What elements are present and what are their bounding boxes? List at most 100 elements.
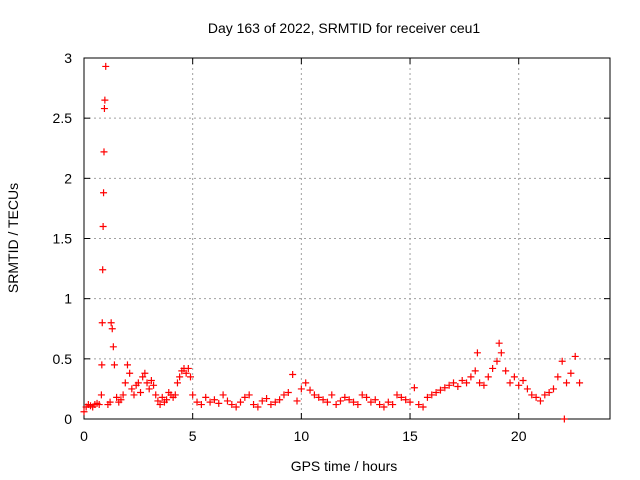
data-point xyxy=(284,389,292,397)
x-tick-label: 20 xyxy=(511,428,527,444)
data-point xyxy=(134,379,142,387)
data-point xyxy=(147,376,155,384)
data-point xyxy=(519,376,527,384)
data-point xyxy=(450,379,458,387)
data-point xyxy=(263,395,271,403)
data-point xyxy=(128,385,136,393)
data-point xyxy=(102,62,110,70)
data-point xyxy=(428,391,436,399)
data-point xyxy=(145,385,153,393)
data-point xyxy=(389,401,397,409)
data-point xyxy=(363,393,371,401)
data-point xyxy=(98,319,106,327)
data-point xyxy=(510,373,518,381)
data-point xyxy=(254,403,262,411)
data-point xyxy=(376,401,384,409)
data-point xyxy=(380,403,388,411)
data-point xyxy=(354,401,362,409)
data-point xyxy=(173,379,181,387)
data-point xyxy=(130,391,138,399)
plot-frame xyxy=(83,57,611,420)
data-point xyxy=(497,349,505,357)
data-point xyxy=(98,361,106,369)
x-tick-label: 10 xyxy=(294,428,310,444)
data-point xyxy=(350,398,358,406)
data-point xyxy=(126,369,134,377)
data-point xyxy=(384,398,392,406)
data-point xyxy=(397,393,405,401)
data-point xyxy=(458,376,466,384)
data-point xyxy=(109,343,117,351)
data-point xyxy=(223,397,231,405)
data-point xyxy=(545,389,553,397)
data-point xyxy=(121,379,129,387)
data-point xyxy=(319,396,327,404)
data-point xyxy=(139,373,147,381)
data-point xyxy=(480,381,488,389)
y-tick-label: 2.5 xyxy=(53,110,73,126)
data-point xyxy=(489,364,497,372)
data-point xyxy=(100,148,108,156)
data-point xyxy=(202,393,210,401)
data-point xyxy=(484,373,492,381)
data-point xyxy=(436,386,444,394)
data-point xyxy=(367,398,375,406)
data-point xyxy=(193,398,201,406)
data-point xyxy=(110,361,118,369)
data-point xyxy=(323,398,331,406)
data-point xyxy=(471,367,479,375)
data-point xyxy=(310,391,318,399)
data-point xyxy=(289,370,297,378)
data-point xyxy=(210,396,218,404)
data-point xyxy=(113,393,121,401)
data-point xyxy=(345,396,353,404)
data-point xyxy=(419,403,427,411)
data-point xyxy=(576,379,584,387)
data-point xyxy=(410,384,418,392)
data-point xyxy=(293,397,301,405)
y-tick-label: 3 xyxy=(64,50,72,66)
data-point xyxy=(184,364,192,372)
data-point xyxy=(302,379,310,387)
data-point xyxy=(171,391,179,399)
data-point xyxy=(271,398,279,406)
data-point xyxy=(150,381,158,389)
data-point xyxy=(101,96,109,104)
data-point xyxy=(358,391,366,399)
data-point xyxy=(406,398,414,406)
data-point xyxy=(163,396,171,404)
data-point xyxy=(108,325,116,333)
data-point xyxy=(245,391,253,399)
axis-ticks: 0 5 10 15 20 0 0.5 1 1.5 2 2.5 3 xyxy=(53,50,610,444)
data-point xyxy=(206,398,214,406)
data-point xyxy=(493,357,501,365)
data-point xyxy=(158,393,166,401)
data-point xyxy=(528,391,536,399)
data-point xyxy=(107,319,115,327)
data-point xyxy=(371,396,379,404)
data-point xyxy=(276,396,284,404)
data-point xyxy=(187,373,195,381)
data-point xyxy=(558,357,566,365)
data-points xyxy=(80,62,584,423)
y-tick-label: 0.5 xyxy=(53,351,73,367)
data-point xyxy=(495,339,503,347)
data-point xyxy=(119,391,127,399)
data-point xyxy=(123,361,131,369)
data-point xyxy=(328,391,336,399)
data-point xyxy=(258,397,266,405)
x-axis-label: GPS time / hours xyxy=(291,458,398,474)
data-point xyxy=(554,373,562,381)
data-point xyxy=(341,393,349,401)
data-point xyxy=(523,385,531,393)
x-tick-label: 5 xyxy=(189,428,197,444)
data-point xyxy=(219,391,227,399)
y-tick-label: 0 xyxy=(64,411,72,427)
data-point xyxy=(532,393,540,401)
data-point xyxy=(473,349,481,357)
data-point xyxy=(454,383,462,391)
data-point xyxy=(280,391,288,399)
data-point xyxy=(467,373,475,381)
data-point xyxy=(106,398,114,406)
